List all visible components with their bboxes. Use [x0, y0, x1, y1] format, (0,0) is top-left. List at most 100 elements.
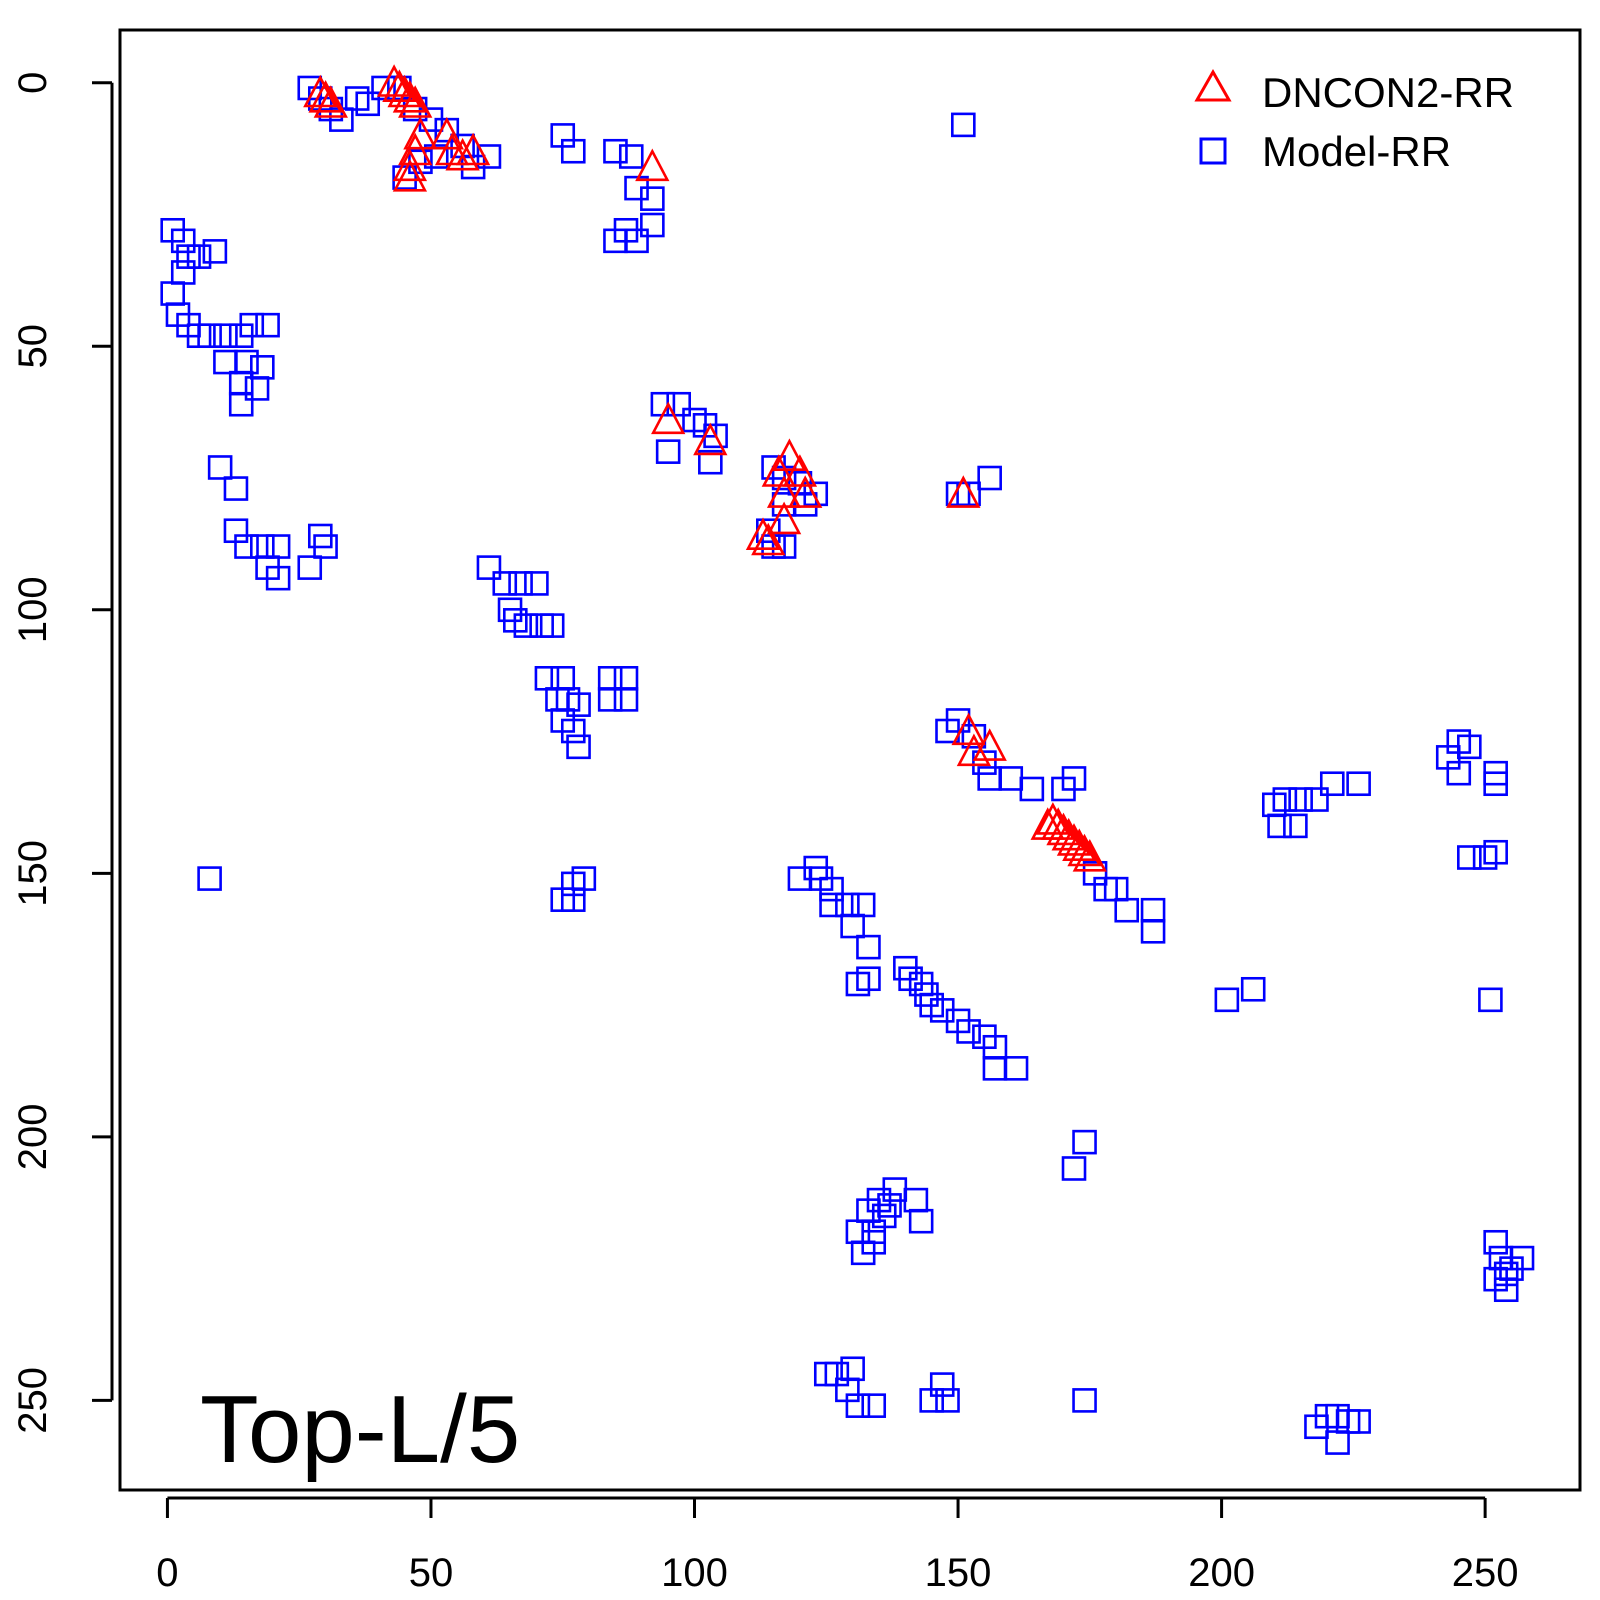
model-rr-point: [186, 244, 212, 269]
model-rr-point: [170, 260, 196, 285]
model-rr-point: [1457, 845, 1482, 870]
model-rr-point: [1304, 787, 1329, 812]
x-tick-label: 150: [925, 1551, 992, 1595]
model-rr-point: [1272, 787, 1298, 812]
model-rr-point: [819, 876, 844, 902]
dncon2-rr-point: [403, 116, 438, 150]
model-rr-point: [792, 492, 818, 517]
model-rr-point: [228, 370, 254, 396]
model-rr-point: [297, 555, 323, 580]
model-rr-point: [513, 613, 539, 638]
dncon2-rr-point: [434, 132, 470, 166]
model-rr-point: [539, 613, 565, 638]
dncon2-rr-point: [392, 148, 428, 182]
dncon2-rr-point: [766, 501, 802, 535]
dncon2-rr-point: [398, 85, 433, 118]
model-rr-point: [624, 228, 649, 254]
model-rr-point: [977, 465, 1002, 491]
dncon2-rr-point: [1072, 839, 1107, 872]
model-rr-point: [197, 323, 222, 349]
model-rr-point: [840, 913, 865, 939]
model-rr-point: [392, 165, 417, 190]
model-rr-point: [566, 692, 591, 717]
x-tick-label: 250: [1452, 1551, 1519, 1595]
x-tick-label: 0: [156, 1551, 178, 1595]
model-rr-point: [228, 391, 254, 417]
dncon2-rr-point: [455, 132, 491, 166]
model-rr-point: [1003, 1056, 1029, 1081]
model-rr-point: [508, 571, 533, 596]
model-rr-point: [1072, 1388, 1097, 1413]
model-rr-point: [560, 718, 586, 744]
model-rr-series: [160, 75, 1535, 1455]
model-rr-point: [613, 687, 639, 712]
dncon2-rr-point: [946, 475, 981, 508]
model-rr-point: [566, 734, 591, 760]
model-rr-point: [239, 312, 265, 338]
y-tick-label: 200: [11, 1103, 55, 1170]
model-rr-point: [1283, 813, 1308, 839]
model-rr-point: [524, 571, 549, 596]
y-tick-label: 150: [11, 840, 55, 907]
dncon2-rr-point: [751, 522, 786, 556]
model-rr-point: [850, 1240, 876, 1266]
dncon2-rr-series: [303, 64, 1107, 872]
model-rr-point: [845, 971, 871, 997]
model-rr-point: [856, 934, 881, 960]
model-rr-point: [1446, 760, 1472, 786]
model-rr-point: [603, 138, 628, 164]
model-rr-point: [197, 866, 222, 891]
model-rr-point: [213, 349, 238, 375]
model-rr-point: [560, 887, 586, 912]
model-rr-point: [698, 449, 723, 475]
y-axis: 0 50 100 150 200 250: [11, 72, 114, 1434]
model-rr-point: [1061, 766, 1087, 791]
model-rr-point: [476, 555, 502, 580]
model-rr-point: [1483, 771, 1508, 797]
model-rr-point: [250, 355, 275, 380]
dncon2-rr-point: [972, 728, 1007, 761]
model-rr-point: [255, 312, 280, 338]
legend-marker-dncon2-rr: [1194, 68, 1232, 102]
dncon2-rr-point: [651, 401, 686, 435]
model-rr-point: [202, 239, 228, 264]
model-rr-point: [871, 1203, 897, 1229]
model-rr-point: [977, 766, 1002, 791]
model-rr-point: [1483, 1229, 1508, 1255]
model-rr-point: [534, 666, 560, 691]
model-rr-point: [813, 1361, 839, 1387]
model-rr-point: [207, 455, 233, 480]
model-rr-point: [951, 112, 976, 138]
model-rr-point: [234, 534, 259, 559]
dncon2-rr-point: [693, 422, 728, 456]
legend: DNCON2-RR Model-RR: [1194, 68, 1514, 175]
x-axis: 0 50 100 150 200 250: [156, 1496, 1519, 1595]
y-tick-label: 50: [11, 324, 55, 369]
model-rr-point: [655, 439, 681, 464]
model-rr-point: [1140, 897, 1166, 923]
model-rr-point: [1061, 1156, 1087, 1181]
model-rr-point: [234, 349, 259, 375]
y-tick-label: 0: [11, 72, 55, 94]
model-rr-point: [1483, 839, 1508, 865]
plot-frame: [118, 28, 1582, 1492]
model-rr-point: [371, 75, 396, 101]
model-rr-point: [1346, 1409, 1371, 1434]
model-rr-point: [1478, 987, 1503, 1013]
y-tick-label: 100: [11, 576, 55, 643]
model-rr-point: [1493, 1277, 1519, 1303]
dncon2-rr-point: [392, 159, 428, 192]
model-rr-point: [265, 534, 291, 559]
dncon2-rr-point: [745, 517, 781, 551]
model-rr-point: [492, 571, 518, 596]
model-rr-point: [908, 1208, 934, 1234]
model-rr-point: [313, 534, 338, 559]
legend-marker-model-rr: [1199, 137, 1227, 165]
model-rr-point: [1019, 776, 1045, 802]
model-rr-point: [213, 323, 238, 349]
model-rr-point: [1240, 976, 1266, 1002]
x-tick-label: 50: [409, 1551, 454, 1595]
model-rr-point: [850, 892, 876, 918]
model-rr-point: [956, 481, 981, 507]
legend-label-dncon2-rr: DNCON2-RR: [1262, 69, 1514, 116]
